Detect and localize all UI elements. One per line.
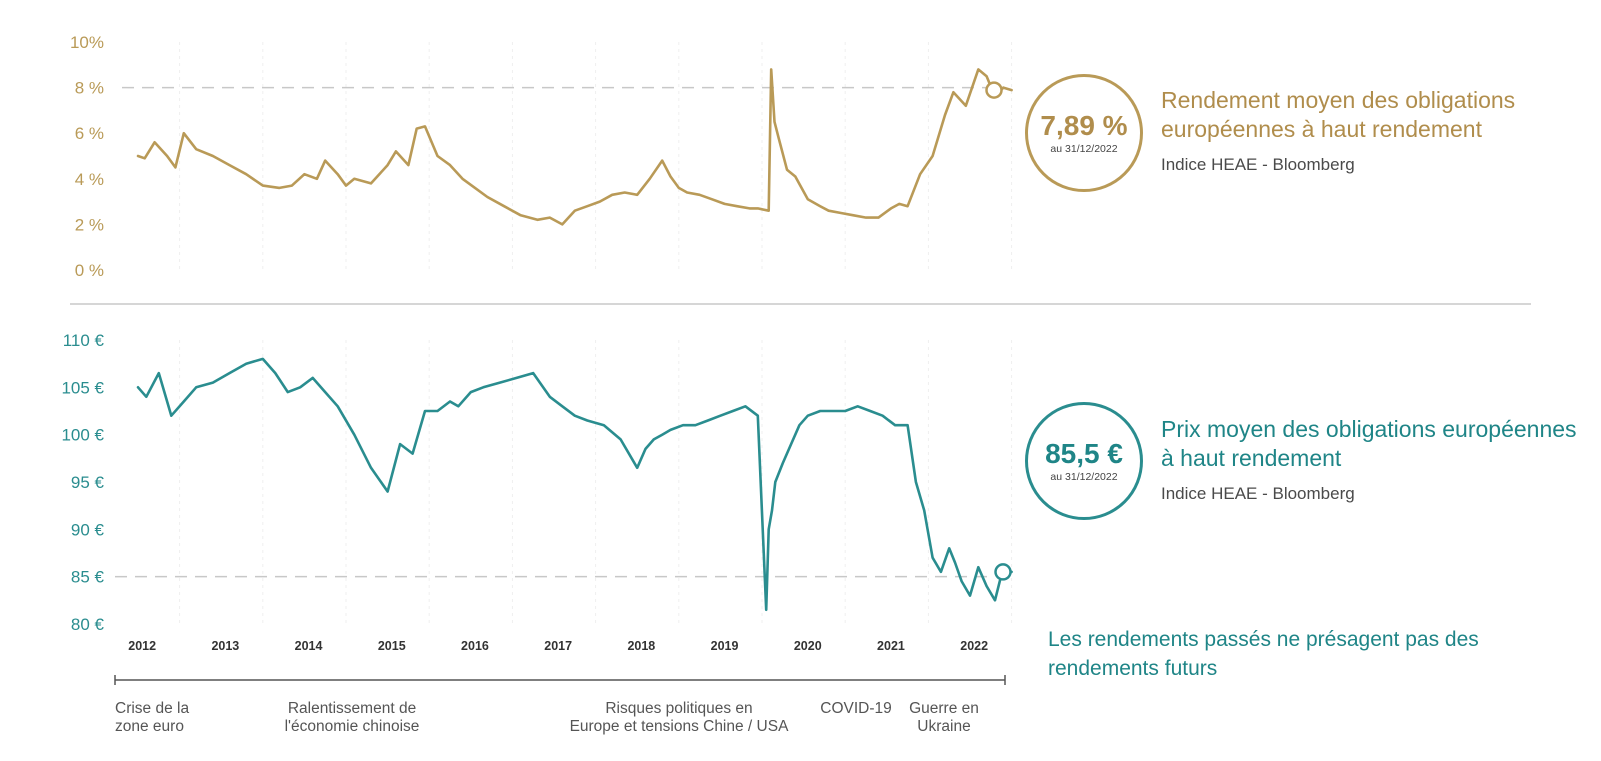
- event-line: Europe et tensions Chine / USA: [569, 718, 789, 735]
- event-line: Crise de la: [115, 700, 190, 717]
- event-line: l'économie chinoise: [284, 718, 420, 735]
- event-line: Risques politiques en: [605, 700, 753, 717]
- price-ytick-label: 90 €: [71, 520, 105, 539]
- yield-title: Rendement moyen des obligations européen…: [1161, 87, 1516, 142]
- yield-chart: 0 % 2 % 4 % 6 % 8 % 10%: [70, 33, 1013, 280]
- price-ytick-label: 100 €: [61, 426, 104, 445]
- yield-badge-date: au 31/12/2022: [1050, 143, 1118, 155]
- price-title: Prix moyen des obligations européennes à…: [1161, 416, 1577, 471]
- year-label: 2014: [295, 639, 323, 653]
- yield-ytick-label: 8 %: [75, 79, 104, 98]
- yield-value-badge: 7,89 % au 31/12/2022: [1025, 74, 1143, 192]
- year-label: 2022: [960, 639, 988, 653]
- event-label-ukraine-war: Guerre en Ukraine: [898, 700, 990, 736]
- event-line: Guerre en: [909, 700, 979, 717]
- year-label: 2013: [211, 639, 239, 653]
- price-source: Indice HEAE - Bloomberg: [1161, 484, 1355, 503]
- price-ytick-label: 105 €: [61, 378, 104, 397]
- price-end-marker: [994, 563, 1012, 581]
- year-label: 2017: [544, 639, 572, 653]
- year-label: 2019: [711, 639, 739, 653]
- year-label: 2018: [627, 639, 655, 653]
- yield-ytick-label: 2 %: [75, 215, 104, 234]
- disclaimer: Les rendements passés ne présagent pas d…: [1048, 628, 1479, 680]
- event-label-china-slowdown: Ralentissement de l'économie chinoise: [262, 700, 442, 736]
- event-label-euro-crisis: Crise de la zone euro: [115, 700, 189, 736]
- year-label: 2020: [794, 639, 822, 653]
- event-line: Ralentissement de: [287, 700, 417, 717]
- event-line: zone euro: [115, 718, 184, 735]
- yield-badge-value: 7,89 %: [1040, 110, 1128, 141]
- price-chart: 80 € 85 € 90 € 95 € 100 € 105 € 110 €: [61, 331, 1013, 634]
- yield-ytick-label: 4 %: [75, 170, 104, 189]
- year-label: 2016: [461, 639, 489, 653]
- year-label: 2021: [877, 639, 905, 653]
- yield-series-line: [136, 68, 1013, 226]
- event-label-political-risks: Risques politiques en Europe et tensions…: [548, 700, 810, 736]
- year-label: 2015: [378, 639, 406, 653]
- price-badge-value: 85,5 €: [1045, 438, 1123, 469]
- price-ytick-label: 80 €: [71, 615, 105, 634]
- yield-ytick-label: 10%: [70, 33, 104, 52]
- yield-ytick-label: 6 %: [75, 124, 104, 143]
- timeline-axis: [114, 675, 1006, 685]
- event-line: COVID-19: [820, 700, 892, 717]
- price-ytick-label: 95 €: [71, 473, 105, 492]
- price-ytick-label: 110 €: [63, 331, 105, 350]
- price-ytick-label: 85 €: [71, 568, 105, 587]
- event-line: Ukraine: [917, 718, 971, 735]
- event-label-covid: COVID-19: [813, 700, 899, 718]
- price-value-badge: 85,5 € au 31/12/2022: [1025, 402, 1143, 520]
- x-axis: 2012 2013 2014 2015 2016 2017 2018 2019 2020 2021…: [128, 639, 988, 653]
- price-badge-date: au 31/12/2022: [1050, 471, 1118, 483]
- yield-ytick-label: 0 %: [75, 261, 104, 280]
- price-series-line: [136, 357, 1013, 612]
- yield-end-marker: [985, 81, 1003, 99]
- yield-source: Indice HEAE - Bloomberg: [1161, 155, 1355, 174]
- year-label: 2012: [128, 639, 156, 653]
